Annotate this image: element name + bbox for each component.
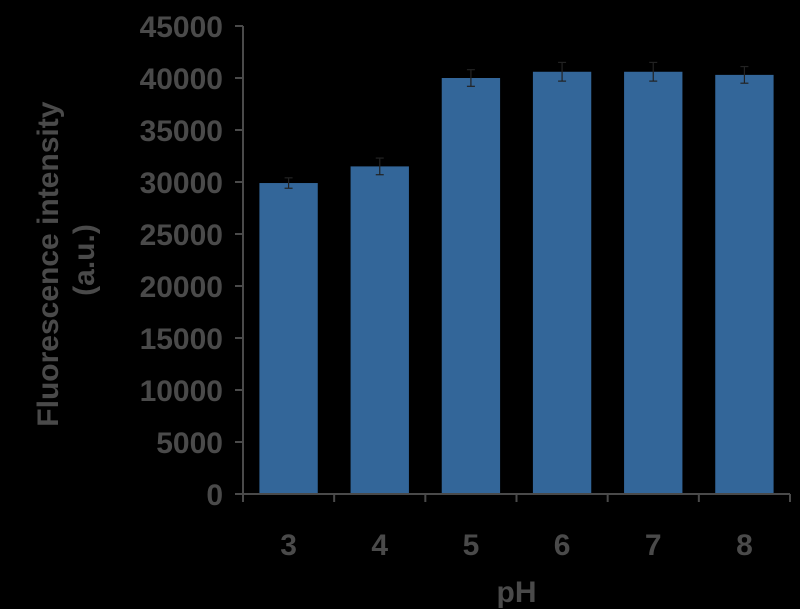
y-tick-label: 35000	[140, 115, 223, 148]
y-tick-label: 45000	[140, 11, 223, 44]
y-axis-title-line2: (a.u.)	[68, 224, 101, 296]
x-tick-label: 7	[645, 529, 662, 562]
bar	[259, 183, 318, 495]
x-tick-label: 5	[463, 529, 480, 562]
x-tick-label: 6	[554, 529, 571, 562]
y-tick-label: 40000	[140, 63, 223, 96]
x-tick-label: 4	[371, 529, 388, 562]
error-bar	[558, 61, 567, 82]
error-bar	[375, 157, 384, 176]
x-tick-label: 3	[280, 529, 297, 562]
bar	[350, 166, 409, 494]
bars-layer	[259, 71, 774, 495]
x-tick-label: 8	[736, 529, 753, 562]
error-bars-layer	[284, 61, 749, 189]
error-bar	[466, 69, 475, 87]
bar	[441, 78, 501, 494]
bar	[715, 74, 774, 494]
y-tick-label: 30000	[140, 167, 223, 200]
y-tick-label: 5000	[156, 427, 223, 460]
bar	[532, 71, 592, 494]
error-bar	[649, 61, 658, 82]
x-axis-title: pH	[497, 576, 537, 609]
error-bar	[740, 65, 749, 84]
y-tick-label: 10000	[140, 375, 223, 408]
y-tick-label: 25000	[140, 219, 223, 252]
y-tick-label: 20000	[140, 271, 223, 304]
y-axis-title: Fluorescence intensity (a.u.)	[32, 93, 101, 426]
bar	[624, 71, 683, 494]
y-ticks-layer: 0 5000 10000 15000 20000 25000 30000 35000 40000…	[140, 11, 243, 512]
error-bar	[284, 177, 293, 189]
y-axis-title-line1: Fluorescence intensity	[32, 101, 65, 426]
y-tick-label: 15000	[140, 323, 223, 356]
x-ticks-layer: 3 4 5 6 7 8	[242, 494, 791, 562]
y-tick-label: 0	[206, 479, 223, 512]
